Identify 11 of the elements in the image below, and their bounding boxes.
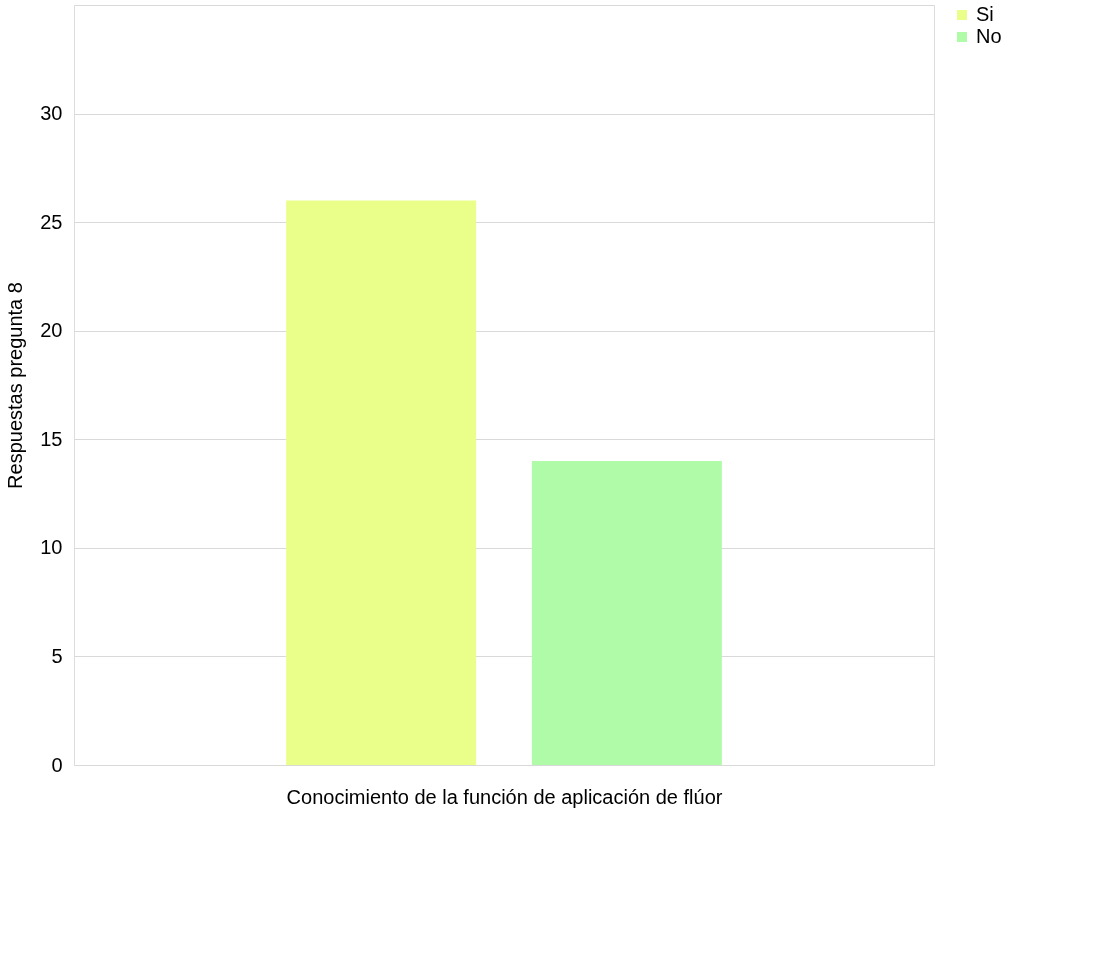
y-tick-label: 0 <box>51 753 63 776</box>
y-tick-label: 30 <box>40 102 63 125</box>
y-tick-label: 25 <box>40 210 63 233</box>
x-axis-title: Conocimiento de la función de aplicación de flúor <box>286 785 723 808</box>
y-tick-label: 10 <box>40 536 63 559</box>
y-tick-label: 5 <box>51 644 63 667</box>
y-axis-title: Respuestas pregunta 8 <box>4 282 27 489</box>
y-tick-label: 20 <box>40 319 63 342</box>
legend-label: Si <box>976 3 994 25</box>
legend-label: No <box>976 25 1002 47</box>
y-tick-label: 15 <box>40 427 63 450</box>
